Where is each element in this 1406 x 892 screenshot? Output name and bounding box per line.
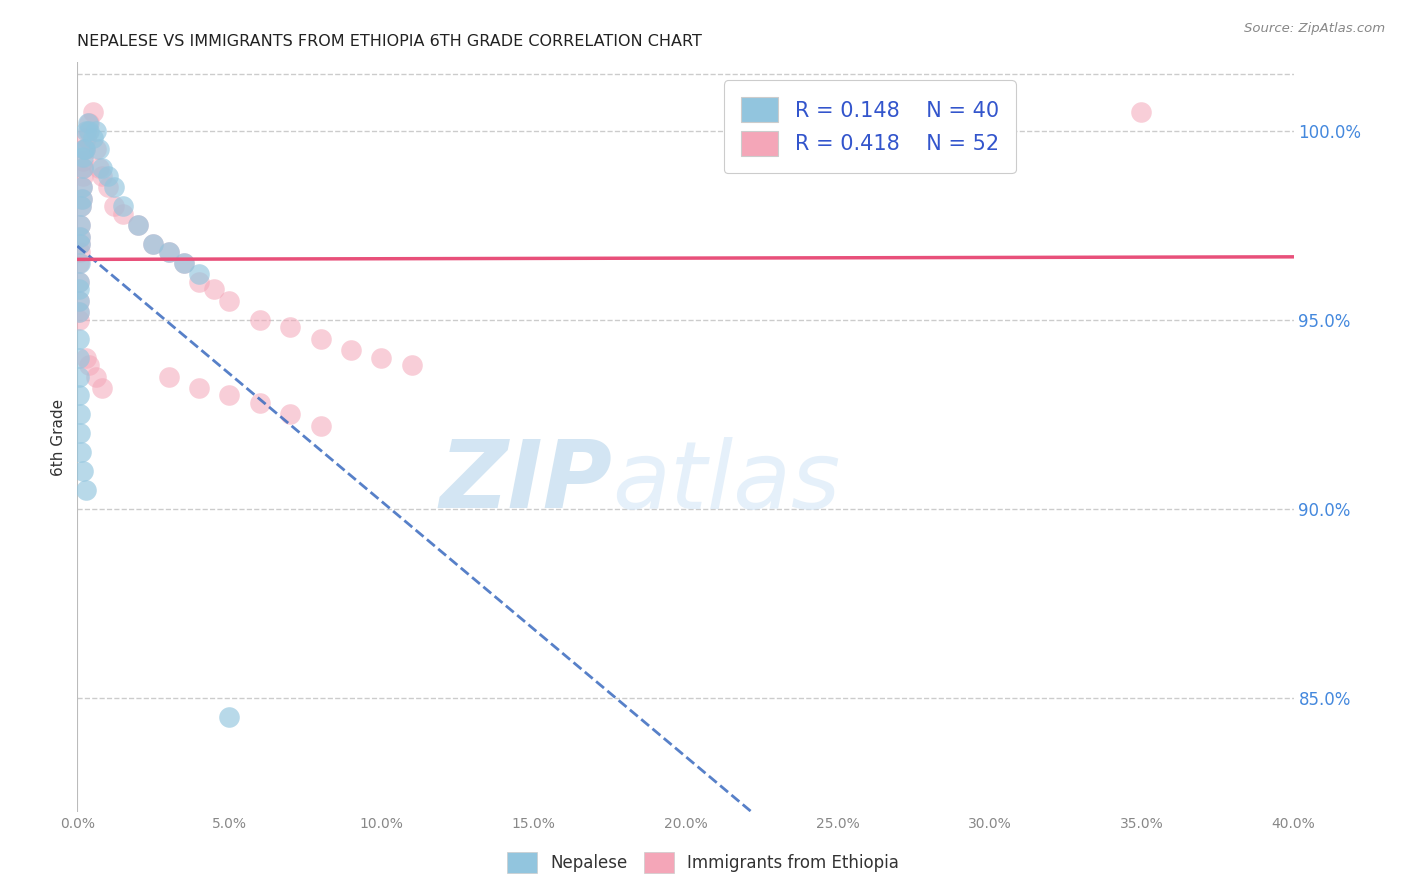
Point — [97, 169, 120, 183]
Point — [90, 381, 112, 395]
Point — [84, 143, 107, 157]
Point — [70, 180, 93, 194]
Point — [127, 218, 149, 232]
Point — [69, 218, 91, 232]
Point — [70, 445, 93, 459]
Point — [309, 418, 332, 433]
Point — [87, 143, 110, 157]
Point — [188, 275, 211, 289]
Point — [157, 244, 180, 259]
Point — [249, 312, 271, 326]
Point — [340, 343, 363, 357]
Point — [278, 408, 301, 422]
Point — [188, 268, 211, 282]
Point — [67, 351, 90, 365]
Point — [142, 237, 165, 252]
Point — [67, 305, 90, 319]
Text: ZIP: ZIP — [440, 436, 613, 528]
Point — [70, 192, 93, 206]
Point — [72, 464, 94, 478]
Point — [73, 143, 96, 157]
Point — [218, 710, 240, 724]
Point — [82, 131, 104, 145]
Point — [69, 237, 91, 252]
Y-axis label: 6th Grade: 6th Grade — [51, 399, 66, 475]
Point — [69, 229, 91, 244]
Point — [72, 153, 94, 168]
Point — [72, 161, 94, 176]
Point — [70, 199, 93, 213]
Point — [79, 358, 101, 372]
Point — [75, 131, 97, 145]
Point — [188, 381, 211, 395]
Point — [77, 123, 100, 137]
Text: NEPALESE VS IMMIGRANTS FROM ETHIOPIA 6TH GRADE CORRELATION CHART: NEPALESE VS IMMIGRANTS FROM ETHIOPIA 6TH… — [77, 34, 702, 49]
Point — [103, 199, 125, 213]
Point — [401, 358, 423, 372]
Point — [69, 244, 91, 259]
Point — [82, 104, 104, 119]
Point — [79, 116, 101, 130]
Point — [111, 199, 134, 213]
Point — [69, 229, 91, 244]
Point — [67, 305, 90, 319]
Point — [84, 123, 107, 137]
Point — [67, 293, 90, 308]
Point — [77, 116, 100, 130]
Point — [67, 283, 90, 297]
Point — [72, 150, 94, 164]
Point — [72, 169, 94, 183]
Point — [75, 483, 97, 497]
Legend: R = 0.148    N = 40, R = 0.418    N = 52: R = 0.148 N = 40, R = 0.418 N = 52 — [724, 80, 1015, 173]
Point — [70, 199, 93, 213]
Point — [67, 293, 90, 308]
Point — [173, 256, 195, 270]
Point — [249, 396, 271, 410]
Point — [173, 256, 195, 270]
Point — [979, 116, 1001, 130]
Point — [73, 143, 96, 157]
Point — [69, 218, 91, 232]
Legend: Nepalese, Immigrants from Ethiopia: Nepalese, Immigrants from Ethiopia — [501, 846, 905, 880]
Point — [202, 283, 225, 297]
Point — [87, 161, 110, 176]
Point — [103, 180, 125, 194]
Point — [90, 169, 112, 183]
Point — [69, 426, 91, 441]
Text: Source: ZipAtlas.com: Source: ZipAtlas.com — [1244, 22, 1385, 36]
Point — [309, 332, 332, 346]
Point — [127, 218, 149, 232]
Point — [218, 293, 240, 308]
Point — [67, 332, 90, 346]
Point — [67, 369, 90, 384]
Point — [157, 369, 180, 384]
Text: atlas: atlas — [613, 436, 841, 527]
Point — [370, 351, 392, 365]
Point — [75, 351, 97, 365]
Point — [111, 207, 134, 221]
Point — [73, 143, 96, 157]
Point — [69, 237, 91, 252]
Point — [84, 369, 107, 384]
Point — [75, 123, 97, 137]
Point — [69, 256, 91, 270]
Point — [157, 244, 180, 259]
Point — [218, 388, 240, 402]
Point — [69, 388, 91, 402]
Point — [79, 123, 101, 137]
Point — [67, 312, 90, 326]
Point — [278, 320, 301, 334]
Point — [67, 275, 90, 289]
Point — [97, 180, 120, 194]
Point — [1130, 104, 1153, 119]
Point — [72, 161, 94, 176]
Point — [67, 275, 90, 289]
Point — [70, 180, 93, 194]
Point — [67, 256, 90, 270]
Point — [69, 408, 91, 422]
Point — [70, 192, 93, 206]
Point — [90, 161, 112, 176]
Point — [142, 237, 165, 252]
Point — [73, 143, 96, 157]
